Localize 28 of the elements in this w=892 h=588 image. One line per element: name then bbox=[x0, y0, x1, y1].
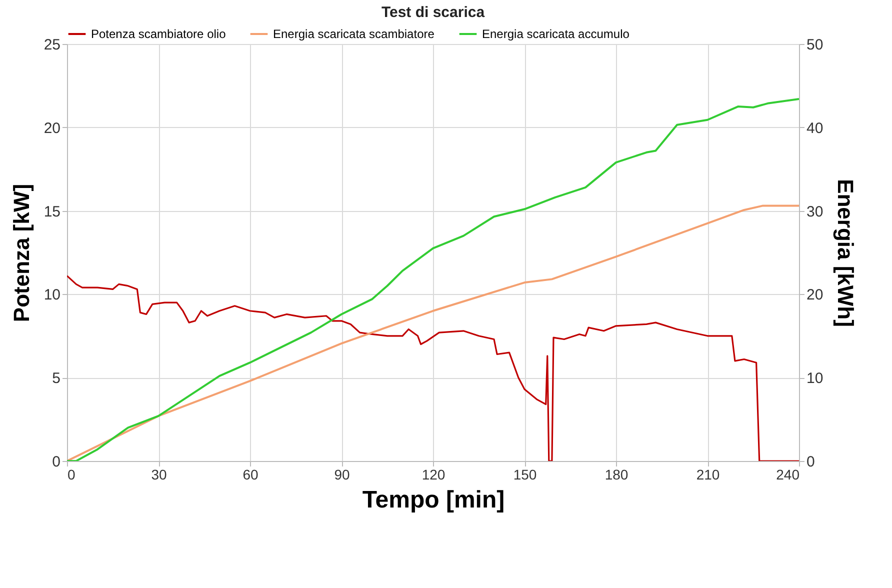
x-tick-label: 120 bbox=[422, 466, 446, 482]
y2-axis-title: Energia [kWh] bbox=[833, 179, 858, 327]
y2-tick-label: 10 bbox=[806, 370, 824, 388]
x-tick-label: 210 bbox=[696, 466, 720, 482]
y-tick-label: 20 bbox=[44, 120, 60, 137]
x-tick-label: 240 bbox=[776, 466, 800, 482]
y-axis-title: Potenza [kW] bbox=[8, 184, 34, 322]
x-tick-label: 0 bbox=[68, 466, 76, 482]
legend-label: Energia scaricata scambiatore bbox=[273, 27, 435, 41]
y2-tick-label: 40 bbox=[806, 120, 824, 137]
x-tick-label: 60 bbox=[242, 466, 258, 482]
y-tick-label: 15 bbox=[44, 203, 60, 220]
legend-label: Energia scaricata accumulo bbox=[482, 27, 630, 41]
x-tick-label: 90 bbox=[334, 466, 350, 482]
y2-tick-label: 20 bbox=[806, 286, 824, 304]
x-axis-title: Tempo [min] bbox=[362, 486, 505, 514]
y2-tick-label: 30 bbox=[806, 203, 824, 220]
y2-tick-label: 0 bbox=[806, 454, 815, 470]
x-tick-label: 150 bbox=[513, 466, 537, 482]
y-tick-label: 25 bbox=[44, 36, 60, 54]
x-tick-label: 30 bbox=[151, 466, 167, 482]
x-tick-label: 180 bbox=[604, 466, 628, 482]
y-tick-label: 0 bbox=[52, 454, 60, 470]
y-tick-label: 10 bbox=[44, 286, 60, 304]
chart-title: Test di scarica bbox=[381, 4, 486, 21]
y2-tick-label: 50 bbox=[806, 36, 824, 54]
y-tick-label: 5 bbox=[52, 370, 60, 388]
legend-label: Potenza scambiatore olio bbox=[91, 27, 226, 41]
